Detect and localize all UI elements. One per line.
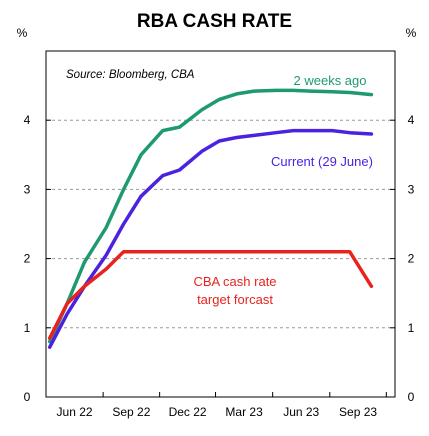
y-tick-label-right: 4 <box>408 113 415 127</box>
x-tick-label: Jun 23 <box>283 405 319 419</box>
x-tick-label: Sep 22 <box>112 405 150 419</box>
x-tick-label: Dec 22 <box>169 405 207 419</box>
left-axis-unit: % <box>17 26 28 40</box>
y-tick-label-left: 2 <box>24 252 31 266</box>
x-tick-label: Sep 23 <box>339 405 377 419</box>
y-tick-label-right: 3 <box>408 182 415 196</box>
gridlines <box>46 119 395 329</box>
label-current: Current (29 June) <box>271 154 373 169</box>
plot-frame <box>45 50 396 398</box>
label-cba-line1: CBA cash rate <box>193 274 276 289</box>
x-tick-label: Mar 23 <box>225 405 263 419</box>
y-tick-label-left: 0 <box>24 390 31 404</box>
right-axis-unit: % <box>406 26 417 40</box>
y-tick-label-left: 3 <box>24 182 31 196</box>
y-tick-label-left: 4 <box>24 113 31 127</box>
source-note: Source: Bloomberg, CBA <box>66 69 195 81</box>
y-tick-label-right: 2 <box>408 252 415 266</box>
label-two-weeks-ago: 2 weeks ago <box>294 73 367 88</box>
series-line-0 <box>47 88 374 344</box>
x-axis-ticks: Jun 22 Sep 22 Dec 22 Mar 23 Jun 23 Sep 23 <box>45 392 387 419</box>
series-lines <box>47 88 374 349</box>
chart-title: RBA CASH RATE <box>137 11 292 32</box>
series-line-2 <box>47 249 374 340</box>
y-tick-label-left: 1 <box>24 321 31 335</box>
x-tick-label: Jun 22 <box>57 405 93 419</box>
y-axis-ticks: 0 0 1 1 2 2 3 3 4 4 <box>24 113 415 404</box>
y-tick-label-right: 0 <box>408 390 415 404</box>
label-cba-line2: target forcast <box>197 292 273 307</box>
y-tick-label-right: 1 <box>408 321 415 335</box>
series-line-1 <box>47 128 374 349</box>
